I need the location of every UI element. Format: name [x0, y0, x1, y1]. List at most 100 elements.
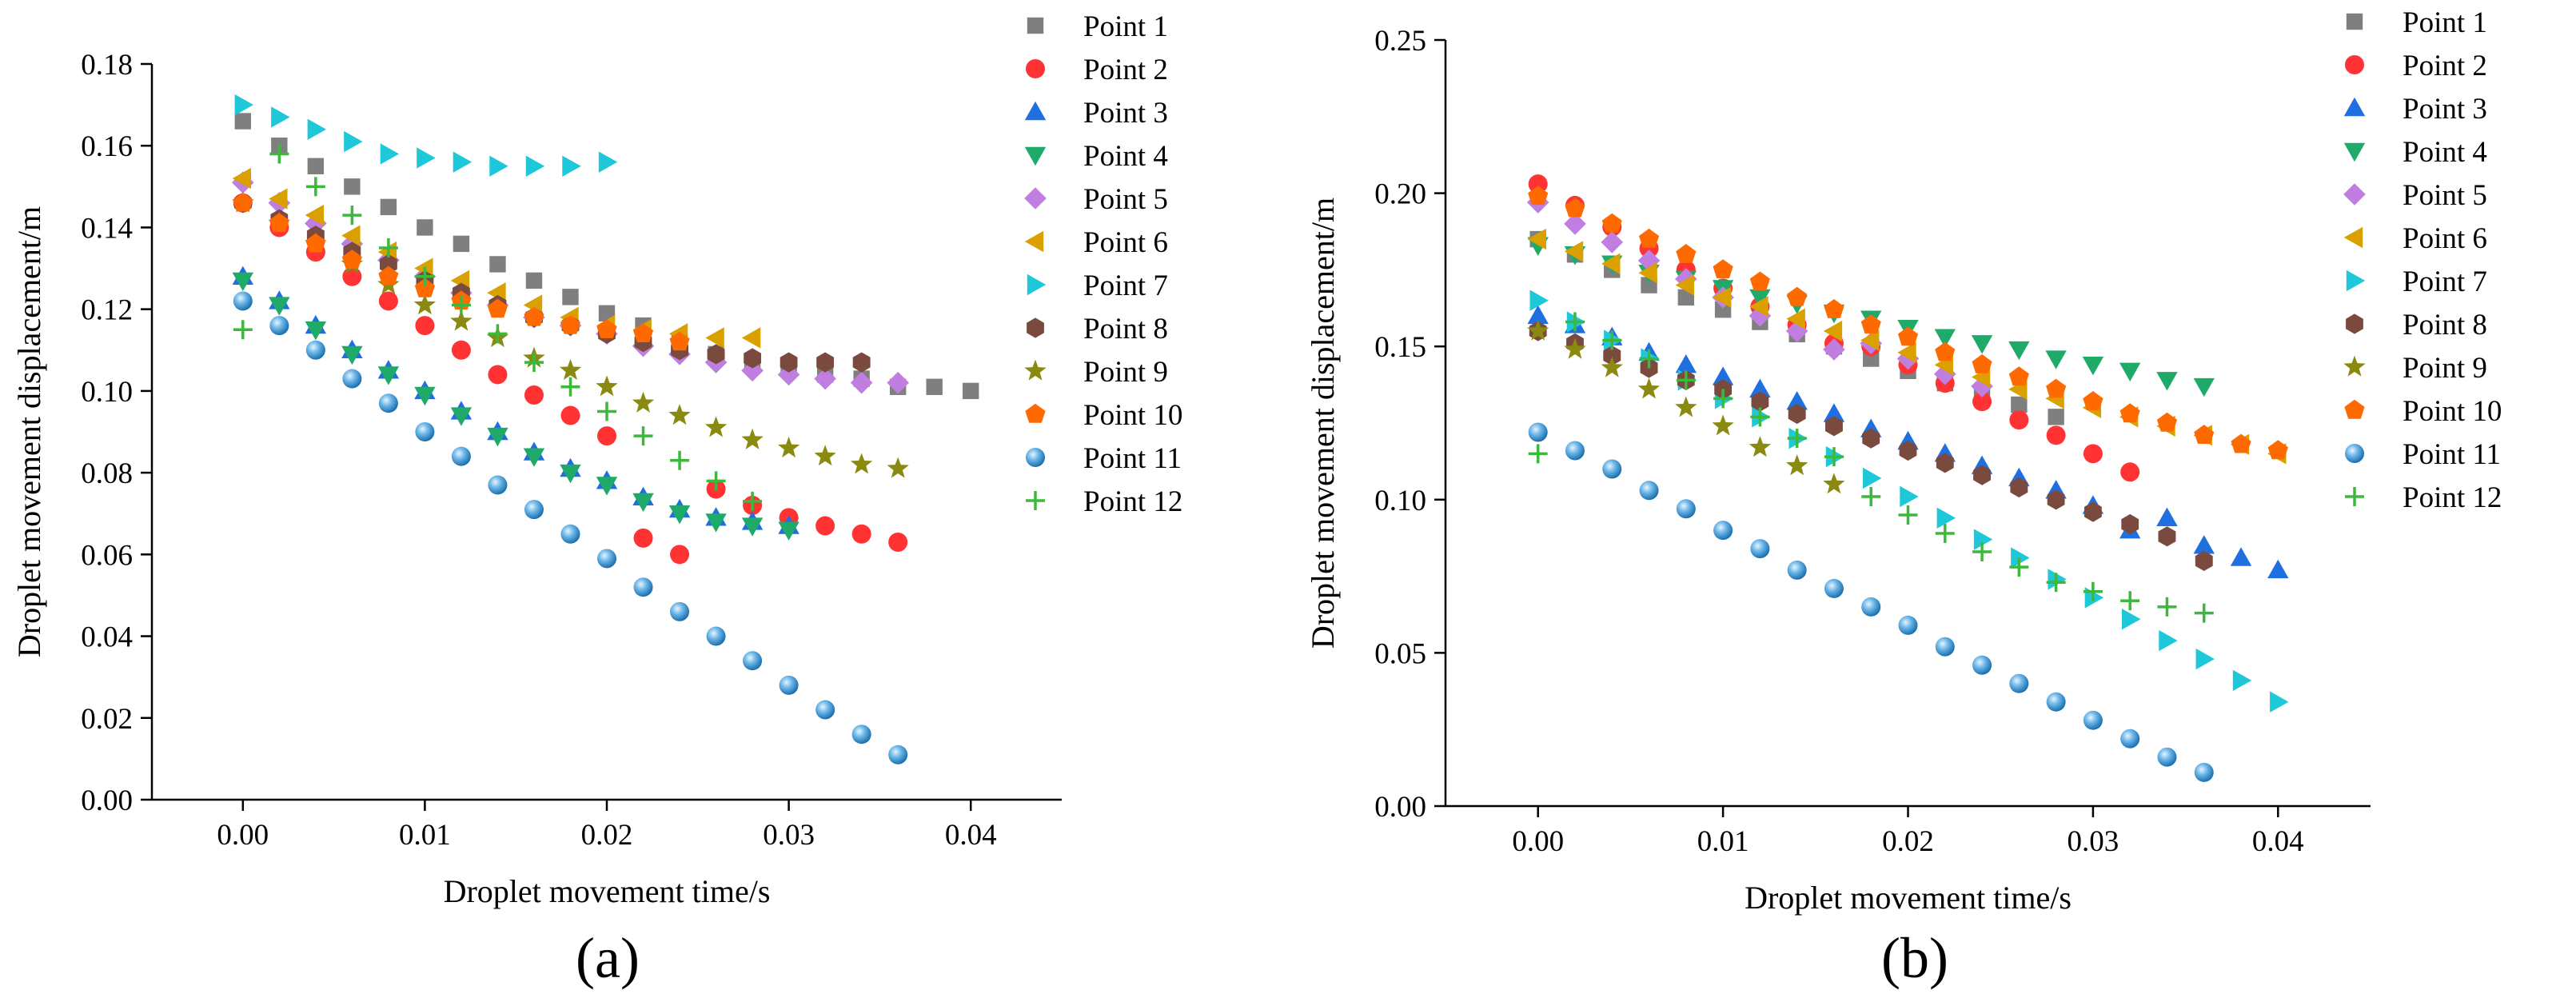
data-point-point-1	[453, 235, 470, 253]
data-point-point-11	[560, 524, 580, 544]
legend-marker-point-12	[2345, 487, 2364, 506]
legend-marker-point-7	[2346, 269, 2366, 292]
data-point-point-7	[2270, 691, 2289, 713]
data-point-point-8	[2010, 477, 2028, 498]
data-point-point-11	[1565, 441, 1585, 461]
data-point-point-11	[1528, 422, 1548, 442]
data-point-point-7	[1900, 485, 1919, 508]
x-tick-label: 0.00	[1512, 825, 1564, 858]
legend-label-point-12: Point 12	[2403, 481, 2502, 514]
data-point-point-11	[2157, 747, 2177, 767]
data-point-point-10	[2267, 440, 2288, 460]
data-point-point-8	[2047, 489, 2065, 510]
data-point-point-10	[560, 314, 580, 334]
data-point-point-8	[852, 352, 871, 373]
data-point-point-11	[451, 446, 471, 466]
series-point-10	[1528, 186, 2288, 460]
data-point-point-2	[2120, 462, 2140, 482]
series-point-7	[234, 94, 618, 177]
legend-label-point-5: Point 5	[1083, 183, 1168, 216]
data-point-point-10	[233, 192, 253, 212]
data-point-point-9	[741, 428, 764, 449]
data-point-point-8	[2158, 526, 2176, 547]
data-point-point-8	[1973, 465, 1991, 485]
data-point-point-10	[305, 233, 326, 253]
data-point-point-5	[1785, 320, 1808, 342]
data-point-point-4	[523, 448, 545, 467]
legend-label-point-1: Point 1	[2403, 6, 2487, 39]
legend-marker-point-11	[2345, 444, 2364, 463]
x-tick-label: 0.04	[945, 819, 997, 852]
legend-label-point-10: Point 10	[2403, 395, 2502, 428]
data-point-point-12	[1713, 389, 1733, 409]
data-point-point-11	[488, 475, 508, 495]
data-point-point-11	[1824, 578, 1844, 598]
y-tick-label: 0.02	[81, 703, 133, 736]
data-point-point-6	[1527, 228, 1546, 250]
data-point-point-2	[1528, 174, 1548, 194]
axes-frame	[1444, 40, 2371, 808]
data-point-point-7	[562, 155, 581, 177]
data-point-point-10	[1713, 259, 1733, 279]
legend-label-point-4: Point 4	[2403, 136, 2487, 169]
data-point-point-6	[341, 225, 361, 246]
data-point-point-9	[1637, 377, 1661, 399]
data-point-point-10	[2083, 391, 2103, 410]
data-point-point-8	[1825, 416, 1843, 437]
data-point-point-8	[1788, 403, 1806, 425]
data-point-point-9	[1712, 414, 1734, 436]
legend-marker-point-4	[1024, 146, 1047, 166]
x-tick-label: 0.03	[2068, 825, 2119, 858]
data-point-point-7	[1936, 507, 1956, 529]
data-point-point-3	[2230, 547, 2252, 566]
data-point-point-8	[1862, 428, 1880, 449]
data-point-point-2	[1972, 392, 1992, 412]
data-point-point-10	[1972, 354, 1992, 373]
data-point-point-4	[2082, 356, 2104, 376]
data-point-point-8	[707, 344, 725, 365]
data-point-point-10	[1565, 198, 1585, 218]
y-tick-label: 0.18	[81, 49, 133, 82]
data-point-point-9	[1675, 396, 1697, 417]
legend-marker-point-6	[1024, 230, 1044, 253]
data-point-point-6	[1749, 296, 1769, 317]
data-point-point-12	[305, 177, 325, 197]
data-point-point-12	[1528, 444, 1548, 464]
data-point-point-7	[2121, 609, 2141, 630]
series-point-8	[233, 193, 871, 373]
data-point-point-8	[816, 352, 834, 373]
x-tick-label: 0.02	[581, 819, 633, 852]
legend-label-point-2: Point 2	[1083, 54, 1168, 86]
data-point-point-12	[2083, 581, 2103, 601]
data-point-point-12	[670, 450, 690, 470]
series-point-12	[1528, 312, 2214, 623]
data-point-point-12	[1898, 505, 1918, 525]
data-point-point-9	[559, 358, 582, 380]
data-point-point-9	[1564, 337, 1586, 359]
data-point-point-7	[307, 118, 327, 140]
data-point-point-11	[743, 651, 763, 671]
data-point-point-10	[1528, 186, 1549, 206]
data-point-point-9	[1527, 319, 1549, 341]
data-point-point-10	[2231, 433, 2251, 453]
data-point-point-2	[815, 516, 835, 536]
legend-marker-point-6	[2343, 226, 2363, 249]
legend-label-point-3: Point 3	[1083, 97, 1168, 130]
data-point-point-11	[1898, 615, 1918, 635]
data-point-point-7	[1863, 467, 1882, 489]
data-point-point-4	[232, 272, 253, 292]
data-point-point-4	[305, 321, 327, 341]
data-point-point-4	[2045, 350, 2067, 369]
data-point-point-3	[2193, 535, 2215, 554]
data-point-point-12	[633, 426, 653, 446]
data-point-point-5	[850, 371, 873, 394]
data-point-point-11	[779, 675, 799, 695]
data-point-point-10	[2119, 403, 2140, 423]
data-point-point-11	[524, 500, 544, 520]
data-point-point-12	[524, 353, 544, 373]
data-point-point-7	[2159, 629, 2178, 652]
legend-label-point-8: Point 8	[2403, 309, 2487, 341]
data-point-point-6	[1823, 320, 1843, 342]
x-axis-label: Droplet movement time/s	[444, 873, 771, 909]
data-point-point-12	[2194, 603, 2214, 623]
